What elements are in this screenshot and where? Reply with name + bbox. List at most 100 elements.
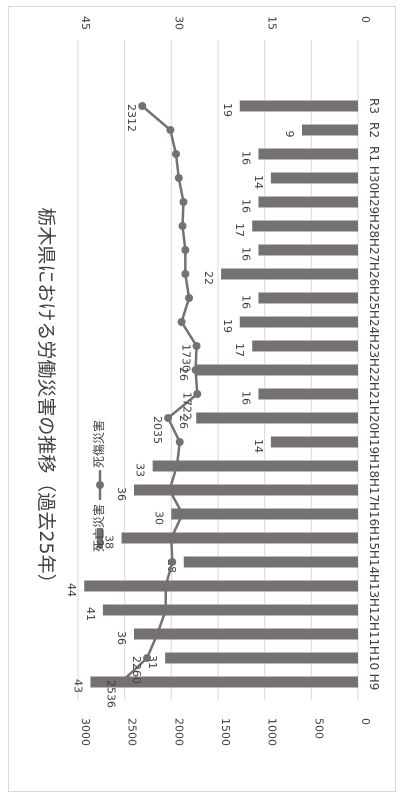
line-point-injury: [177, 318, 186, 326]
line-point-injury: [164, 414, 173, 422]
legend-label-injury: 死傷災害: [91, 420, 106, 468]
category-tick-label: H24: [367, 310, 381, 334]
line-value-label: 1722: [180, 392, 193, 420]
category-tick-label: H26: [367, 262, 381, 286]
line-point-injury: [161, 606, 170, 614]
line-point-injury: [193, 390, 202, 398]
line-point-injury: [179, 198, 188, 206]
bar-fatal: [84, 580, 358, 592]
bar-fatal: [258, 196, 358, 208]
bar-value-label: 41: [84, 607, 97, 621]
category-tick-label: H18: [367, 454, 381, 478]
bar-fatal: [121, 532, 358, 544]
line-value-label: 2312: [125, 104, 138, 132]
bar-value-label: 16: [239, 247, 252, 261]
line-point-injury: [168, 558, 177, 566]
bar-value-label: 16: [239, 199, 252, 213]
bar-value-label: 44: [65, 583, 78, 597]
bar-value-label: 16: [239, 151, 252, 165]
bar-fatal: [258, 148, 358, 160]
line-point-injury: [191, 366, 200, 374]
category-tick-label: H19: [367, 430, 381, 454]
secondary-axis-tick-label: 0: [359, 16, 372, 23]
line-point-injury: [167, 534, 176, 542]
secondary-axis-tick-label: 30: [172, 16, 185, 30]
line-value-label: 2260: [130, 656, 143, 684]
category-tick-label: R1: [367, 146, 381, 162]
line-value-labels: 2536 2260 2035 1722 1730 2312: [104, 104, 193, 708]
bar-fatal: [258, 292, 358, 304]
legend-label-fatal: 死亡災害: [91, 504, 106, 552]
bar-fatal: [258, 388, 358, 400]
line-value-label: 1730: [180, 344, 193, 372]
category-tick-label: H12: [367, 598, 381, 622]
bar-value-label: 26: [177, 367, 190, 381]
line-point-injury: [161, 582, 170, 590]
bar-fatal: [196, 412, 358, 424]
bar-value-label: 17: [233, 343, 246, 357]
bar-series-fatal: [84, 100, 358, 688]
line-point-injury: [185, 294, 194, 302]
category-tick-label: H20: [367, 406, 381, 430]
bar-value-label: 38: [103, 535, 116, 549]
category-tick-label: H21: [367, 382, 381, 406]
category-tick-label: H14: [367, 550, 381, 574]
bar-value-label: 14: [252, 439, 265, 453]
bar-value-label: 33: [134, 463, 147, 477]
line-point-injury: [192, 342, 201, 350]
bar-fatal: [270, 436, 358, 448]
bar-value-label: 19: [221, 319, 234, 333]
bar-fatal: [270, 172, 358, 184]
category-tick-labels: H9H10H11H12H13H14H15H16H17H18H19H20H21H2…: [367, 98, 381, 690]
line-point-injury: [153, 630, 162, 638]
primary-axis-tick-label: 1000: [266, 718, 279, 746]
category-tick-label: H29: [367, 190, 381, 214]
legend-swatch-injury-marker: [96, 481, 104, 489]
primary-axis-tick-labels: 0 500 1000 1500 2000 2500 3000: [79, 718, 372, 746]
line-point-injury: [117, 678, 126, 686]
line-series-injury: [117, 102, 202, 686]
bar-fatal: [90, 676, 358, 688]
bar-value-label: 19: [221, 103, 234, 117]
bar-fatal: [252, 340, 358, 352]
bar-value-label: 36: [115, 487, 128, 501]
category-tick-label: R2: [367, 122, 381, 138]
line-point-injury: [165, 486, 174, 494]
legend-swatch-fatal: [97, 528, 103, 548]
bar-fatal: [239, 100, 358, 112]
bar-fatal: [258, 244, 358, 256]
bar-fatal: [165, 652, 358, 664]
bar-value-label: 26: [177, 415, 190, 429]
chart-title: 栃木県における労働災害の推移（過去25年）: [35, 207, 57, 592]
category-tick-label: H22: [367, 358, 381, 382]
bar-fatal: [252, 220, 358, 232]
bar-fatal: [196, 364, 358, 376]
primary-axis-tick-label: 500: [312, 718, 325, 739]
primary-axis-tick-label: 2500: [126, 718, 139, 746]
bar-fatal: [239, 316, 358, 328]
line-point-injury: [181, 270, 190, 278]
category-tick-label: H25: [367, 286, 381, 310]
primary-axis-tick-label: 3000: [79, 718, 92, 746]
line-point-injury: [172, 150, 180, 158]
bar-fatal: [102, 604, 358, 616]
secondary-axis-tick-labels: 0 15 30 45: [79, 16, 372, 30]
category-tick-label: H27: [367, 238, 381, 262]
bar-fatal: [183, 556, 358, 568]
bar-fatal: [171, 508, 358, 520]
line-point-injury: [143, 654, 152, 662]
line-point-injury: [178, 222, 187, 230]
category-tick-label: R3: [367, 98, 381, 114]
category-tick-label: H10: [367, 646, 381, 670]
secondary-axis-tick-label: 15: [266, 16, 279, 30]
category-tick-label: H11: [367, 622, 381, 646]
primary-axis-tick-label: 1500: [219, 718, 232, 746]
legend: 死亡災害 死傷災害: [91, 420, 106, 552]
bar-fatal: [302, 124, 358, 136]
line-point-injury: [166, 126, 175, 134]
category-tick-label: H23: [367, 334, 381, 358]
category-tick-label: H17: [367, 478, 381, 502]
bar-value-label: 43: [71, 679, 84, 693]
line-point-injury: [138, 102, 147, 110]
